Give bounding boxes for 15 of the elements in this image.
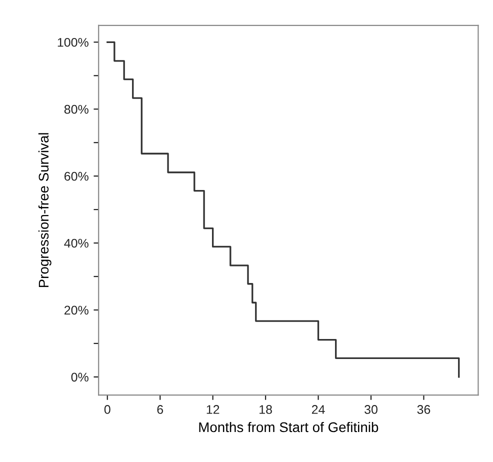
y-tick-label: 20% bbox=[64, 306, 88, 315]
y-tick-label: 40% bbox=[64, 238, 88, 248]
y-axis-title: Progression-free Survival bbox=[38, 133, 52, 288]
x-tick-label: 6 bbox=[157, 405, 164, 414]
y-tick-label: 60% bbox=[64, 172, 88, 181]
y-tick-label: 100% bbox=[58, 38, 88, 47]
x-axis-title: Months from Start of Gefitinib bbox=[199, 422, 378, 432]
y-tick-label: 0% bbox=[71, 372, 88, 382]
x-tick-label: 0 bbox=[104, 405, 110, 414]
x-tick-label: 12 bbox=[206, 405, 220, 414]
x-tick-label: 24 bbox=[312, 405, 325, 414]
x-tick-label: 36 bbox=[417, 405, 430, 414]
x-tick-label: 18 bbox=[260, 405, 272, 414]
x-tick-label: 30 bbox=[364, 405, 378, 414]
y-tick-label: 80% bbox=[64, 104, 88, 114]
